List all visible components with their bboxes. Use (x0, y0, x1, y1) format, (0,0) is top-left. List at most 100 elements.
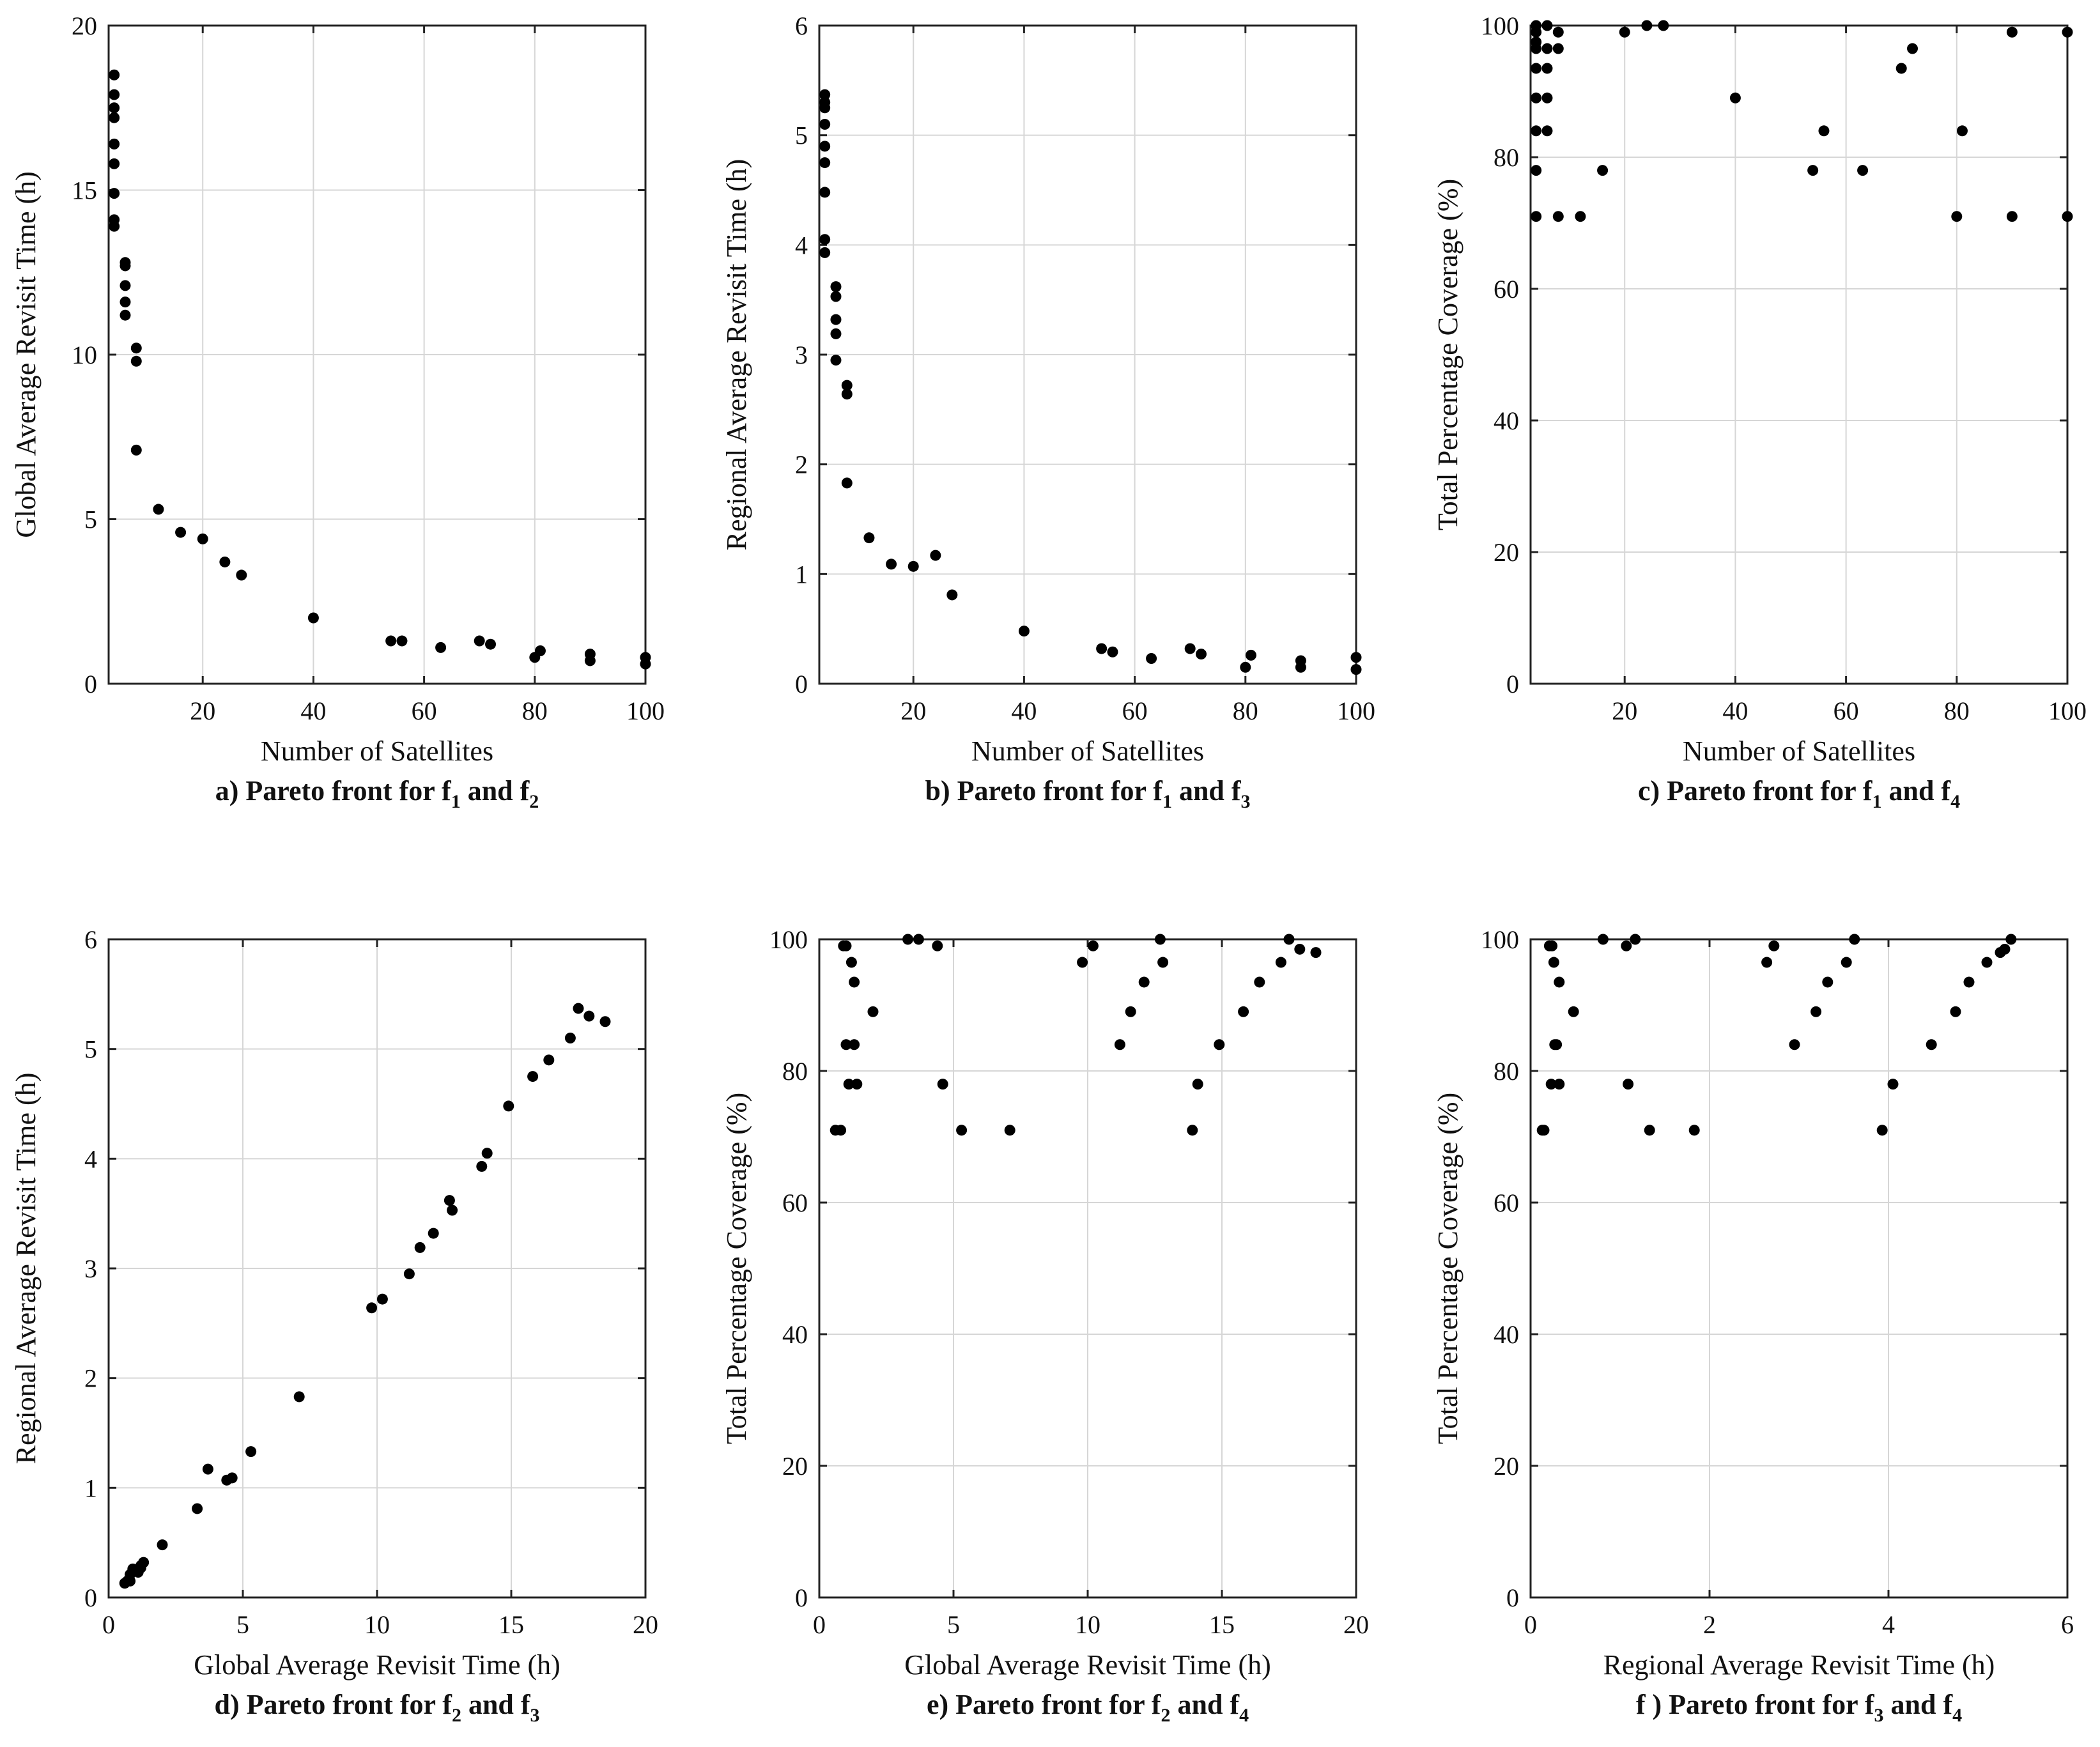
data-point (120, 260, 131, 272)
y-tick-label: 5 (795, 121, 808, 150)
data-point (403, 1268, 415, 1280)
data-point (1999, 943, 2011, 955)
data-point (1623, 1079, 1634, 1090)
caption-text: and f (1881, 775, 1951, 806)
y-tick-label: 80 (1494, 143, 1519, 172)
panel-b: 20 40 60 80 100 0 1 2 3 4 5 6 Number of Satellites Re… (721, 12, 1375, 812)
panel-e: 0 5 10 15 20 0 20 40 60 80 100 Global Average Revis… (721, 925, 1369, 1726)
data-point (1531, 125, 1542, 137)
data-point (130, 444, 142, 456)
x-tick-label: 10 (1075, 1610, 1100, 1639)
data-point (640, 658, 651, 670)
x-axis-label: Global Average Revisit Time (h) (904, 1649, 1271, 1681)
data-point (1350, 652, 1362, 663)
data-point (584, 655, 596, 666)
data-point (1597, 934, 1609, 945)
caption-text: c) Pareto front for f (1638, 775, 1873, 806)
x-tick-label: 0 (813, 1610, 826, 1639)
caption-subscript: 3 (1241, 791, 1251, 812)
data-point (819, 247, 831, 258)
data-point (1552, 26, 1564, 38)
data-point (175, 527, 187, 538)
data-point (835, 1125, 847, 1136)
x-tick-label: 5 (947, 1610, 960, 1639)
data-point (226, 1472, 238, 1484)
data-point (564, 1033, 576, 1043)
data-point (376, 1293, 388, 1305)
caption-subscript: 3 (530, 1705, 540, 1726)
data-point (1568, 1006, 1579, 1017)
data-point (1077, 957, 1088, 968)
data-point (120, 296, 131, 308)
y-axis-label: Regional Average Revisit Time (h) (10, 1073, 42, 1465)
data-point (1157, 957, 1169, 968)
data-point (1597, 165, 1609, 176)
x-tick-label: 20 (190, 696, 215, 725)
y-tick-label: 5 (84, 1035, 97, 1064)
caption-text: and f (1170, 1689, 1240, 1720)
y-tick-label: 0 (1506, 670, 1519, 698)
data-point (1849, 934, 1860, 945)
data-point (845, 957, 857, 968)
data-point (1768, 940, 1780, 951)
data-point (937, 1079, 948, 1090)
data-point (1907, 43, 1919, 54)
data-point (366, 1302, 378, 1314)
y-tick-label: 4 (84, 1144, 97, 1173)
data-point (485, 638, 497, 650)
caption-text: e) Pareto front for f (927, 1689, 1162, 1720)
x-axis-label: Global Average Revisit Time (h) (194, 1649, 560, 1681)
data-point (1214, 1039, 1225, 1051)
data-point (1531, 43, 1542, 54)
data-point (830, 281, 842, 293)
caption-text: and f (461, 1689, 531, 1720)
data-point (863, 532, 875, 544)
data-point (1644, 1125, 1655, 1136)
data-point (1841, 957, 1852, 968)
data-point (1619, 26, 1630, 38)
data-point (1184, 643, 1196, 654)
y-tick-label: 60 (1494, 1189, 1519, 1217)
data-point (130, 342, 142, 354)
data-point (1575, 211, 1586, 222)
x-axis-label: Number of Satellites (971, 735, 1204, 767)
plot-frame (818, 24, 1357, 685)
x-tick-label: 40 (1011, 696, 1037, 725)
data-point (1294, 943, 1306, 955)
y-tick-label: 100 (1481, 925, 1519, 954)
x-axis-label: Regional Average Revisit Time (h) (1603, 1649, 1995, 1681)
x-tick-label: 0 (1524, 1610, 1537, 1639)
data-point (109, 188, 120, 199)
data-point (819, 102, 831, 114)
y-tick-label: 40 (1494, 1320, 1519, 1349)
data-point (2062, 26, 2073, 38)
data-point (1963, 976, 1975, 988)
data-point (396, 635, 408, 647)
x-tick-label: 80 (1944, 696, 1970, 725)
data-point (819, 187, 831, 198)
data-point (307, 612, 319, 624)
data-point (1096, 643, 1108, 654)
y-tick-label: 0 (1506, 1583, 1519, 1612)
data-point (1554, 1079, 1565, 1090)
data-point (1548, 957, 1559, 968)
data-point (1310, 947, 1322, 958)
y-tick-label: 20 (1494, 1452, 1519, 1481)
x-tick-label: 10 (364, 1610, 390, 1639)
data-point (1275, 957, 1286, 968)
x-tick-label: 40 (300, 696, 326, 725)
y-tick-label: 5 (84, 505, 97, 534)
x-tick-label: 5 (236, 1610, 249, 1639)
data-point (1876, 1125, 1888, 1136)
data-point (527, 1071, 539, 1082)
data-point (946, 589, 958, 601)
caption-subscript: 1 (1872, 791, 1881, 812)
data-point (1154, 934, 1166, 945)
data-point (841, 389, 853, 400)
caption-subscript: 2 (529, 791, 539, 812)
x-tick-label: 40 (1722, 696, 1748, 725)
y-tick-label: 60 (782, 1189, 808, 1217)
data-point (481, 1148, 493, 1159)
